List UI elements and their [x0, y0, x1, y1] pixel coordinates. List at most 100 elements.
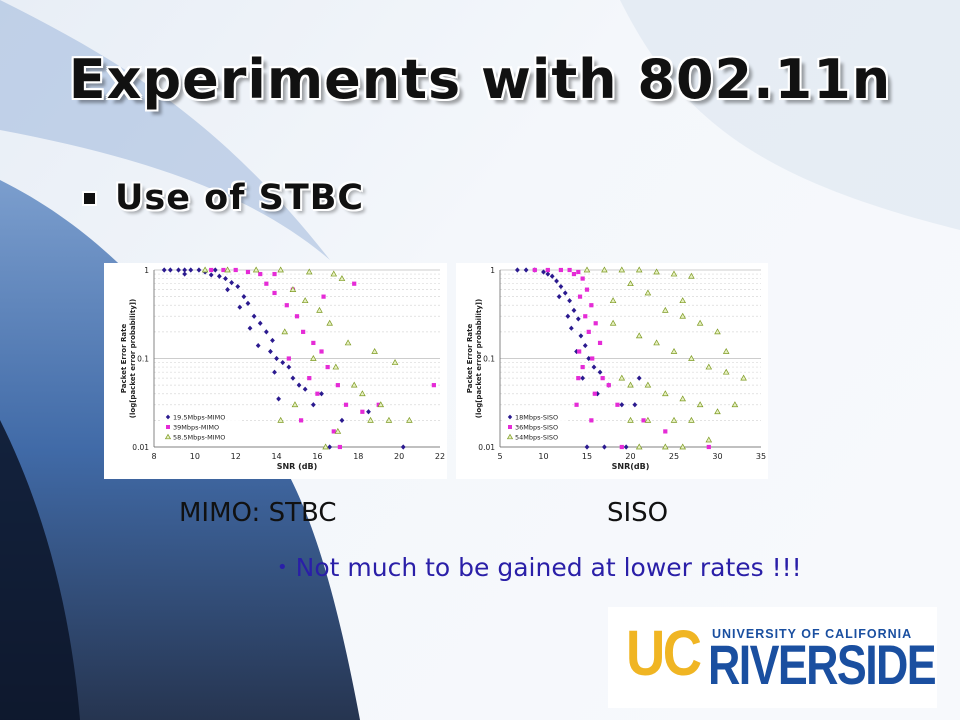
siso-point-36Mbps-SISO	[592, 391, 597, 396]
mimo-point-58.5Mbps-MIMO	[277, 416, 284, 423]
siso-point-54Mbps-SISO	[714, 328, 721, 335]
siso-point-54Mbps-SISO	[731, 401, 739, 408]
mimo-point-58.5Mbps-MIMO	[310, 354, 317, 361]
mimo-point-19.5Mbps-MIMO	[319, 391, 324, 397]
mimo-point-58.5Mbps-MIMO	[301, 297, 309, 304]
mimo-x-tick-label: 18	[353, 452, 363, 461]
mimo-point-19.5Mbps-MIMO	[225, 287, 230, 293]
siso-point-18Mbps-SISO	[597, 369, 603, 375]
siso-x-tick-label: 35	[756, 452, 766, 461]
mimo-point-19.5Mbps-MIMO	[302, 386, 308, 392]
siso-point-36Mbps-SISO	[567, 267, 572, 273]
mimo-point-19.5Mbps-MIMO	[161, 267, 167, 273]
mimo-point-58.5Mbps-MIMO	[201, 266, 209, 273]
logo-riverside-text: RIVERSIDE	[708, 633, 937, 696]
siso-x-tick-label: 30	[712, 452, 722, 461]
siso-x-tick-label: 15	[582, 452, 592, 461]
siso-point-36Mbps-SISO	[593, 321, 598, 326]
caption-mimo: MIMO: STBC	[179, 498, 337, 528]
siso-point-36Mbps-SISO	[583, 314, 588, 319]
siso-point-18Mbps-SISO	[578, 333, 584, 339]
mimo-point-58.5Mbps-MIMO	[291, 401, 299, 408]
siso-point-18Mbps-SISO	[602, 444, 607, 450]
mimo-point-58.5Mbps-MIMO	[322, 443, 329, 450]
mimo-point-58.5Mbps-MIMO	[367, 416, 374, 423]
mimo-point-39Mbps-MIMO	[315, 391, 320, 396]
mimo-legend-label: 19.5Mbps-MIMO	[173, 414, 225, 422]
mimo-point-19.5Mbps-MIMO	[255, 342, 261, 349]
mimo-point-58.5Mbps-MIMO	[330, 270, 338, 277]
siso-point-18Mbps-SISO	[565, 313, 571, 319]
note-bullet-icon: •	[277, 557, 288, 578]
mimo-point-39Mbps-MIMO	[335, 383, 340, 388]
siso-point-18Mbps-SISO	[515, 267, 520, 273]
mimo-point-58.5Mbps-MIMO	[281, 328, 289, 335]
mimo-point-19.5Mbps-MIMO	[257, 320, 263, 326]
mimo-point-39Mbps-MIMO	[337, 444, 342, 450]
mimo-point-19.5Mbps-MIMO	[245, 300, 251, 306]
mimo-x-tick-label: 22	[435, 452, 445, 461]
mimo-point-39Mbps-MIMO	[272, 271, 277, 277]
siso-point-54Mbps-SISO	[618, 266, 626, 273]
mimo-point-39Mbps-MIMO	[319, 349, 324, 354]
slide-title: Experiments with 802.11n	[68, 48, 892, 111]
mimo-point-19.5Mbps-MIMO	[182, 271, 188, 277]
mimo-point-58.5Mbps-MIMO	[371, 347, 378, 354]
mimo-point-58.5Mbps-MIMO	[359, 390, 366, 397]
mimo-point-19.5Mbps-MIMO	[251, 313, 257, 319]
siso-point-18Mbps-SISO	[580, 375, 586, 381]
mimo-y-axis-label: Packet Error Rate(log[packet error proba…	[120, 299, 137, 418]
mimo-point-19.5Mbps-MIMO	[280, 359, 286, 366]
siso-point-54Mbps-SISO	[670, 416, 678, 423]
mimo-point-39Mbps-MIMO	[209, 267, 214, 273]
mimo-point-58.5Mbps-MIMO	[277, 266, 284, 273]
siso-point-36Mbps-SISO	[606, 383, 611, 388]
siso-point-54Mbps-SISO	[670, 347, 678, 354]
mimo-x-tick-label: 10	[190, 452, 200, 461]
mimo-point-19.5Mbps-MIMO	[182, 267, 188, 273]
mimo-point-19.5Mbps-MIMO	[274, 355, 279, 362]
mimo-legend-marker	[166, 425, 170, 429]
siso-point-36Mbps-SISO	[597, 340, 603, 346]
siso-point-54Mbps-SISO	[609, 319, 617, 326]
siso-point-18Mbps-SISO	[545, 271, 551, 277]
siso-point-36Mbps-SISO	[580, 364, 585, 370]
mimo-point-39Mbps-MIMO	[376, 402, 381, 407]
mimo-x-tick-label: 16	[312, 452, 322, 461]
siso-point-18Mbps-SISO	[523, 267, 529, 273]
mimo-point-39Mbps-MIMO	[360, 409, 365, 414]
mimo-legend-marker	[164, 433, 172, 440]
logo-uc-text: UC	[626, 617, 702, 689]
mimo-legend-label: 58.5Mbps-MIMO	[173, 434, 225, 442]
logo-university-text: UNIVERSITY OF CALIFORNIA	[712, 627, 913, 641]
mimo-point-58.5Mbps-MIMO	[252, 266, 260, 273]
mimo-point-19.5Mbps-MIMO	[310, 402, 316, 408]
siso-point-54Mbps-SISO	[688, 272, 695, 279]
mimo-point-19.5Mbps-MIMO	[296, 382, 302, 388]
siso-point-54Mbps-SISO	[679, 297, 686, 304]
mimo-point-39Mbps-MIMO	[325, 364, 330, 370]
siso-point-18Mbps-SISO	[574, 348, 579, 355]
mimo-point-19.5Mbps-MIMO	[290, 375, 296, 381]
mimo-point-19.5Mbps-MIMO	[400, 444, 406, 450]
mimo-point-39Mbps-MIMO	[343, 402, 349, 407]
mimo-point-19.5Mbps-MIMO	[223, 275, 228, 282]
mimo-point-58.5Mbps-MIMO	[385, 416, 393, 423]
siso-point-54Mbps-SISO	[705, 363, 713, 370]
mimo-point-39Mbps-MIMO	[431, 383, 436, 388]
mimo-point-39Mbps-MIMO	[301, 329, 306, 334]
siso-legend-marker	[508, 425, 512, 429]
siso-point-18Mbps-SISO	[591, 364, 597, 370]
siso-point-54Mbps-SISO	[662, 443, 669, 450]
siso-point-18Mbps-SISO	[556, 294, 562, 300]
mimo-point-39Mbps-MIMO	[294, 314, 300, 319]
siso-point-54Mbps-SISO	[679, 312, 686, 319]
siso-point-36Mbps-SISO	[641, 418, 646, 423]
siso-point-36Mbps-SISO	[532, 267, 537, 273]
mimo-point-58.5Mbps-MIMO	[406, 416, 413, 423]
siso-point-36Mbps-SISO	[615, 402, 620, 407]
mimo-point-19.5Mbps-MIMO	[276, 396, 282, 402]
mimo-point-39Mbps-MIMO	[221, 267, 226, 273]
mimo-chart: 1 0.1 0.01 8 10 12 14 16 18 20 22 SNR (dB) Packet Er…	[104, 263, 447, 479]
mimo-point-19.5Mbps-MIMO	[167, 267, 173, 273]
